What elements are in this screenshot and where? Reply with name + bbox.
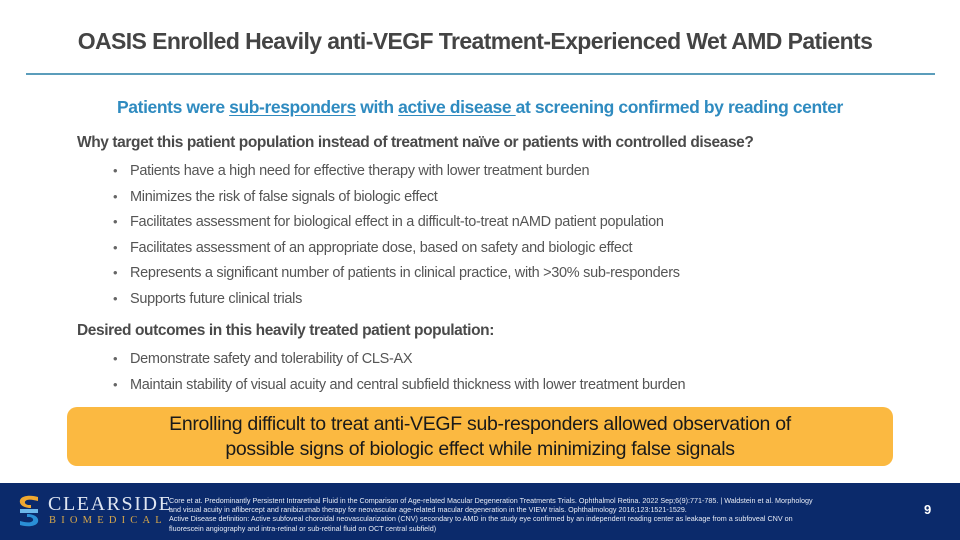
clearside-logo: CLEARSIDE BIOMEDICAL	[18, 493, 171, 530]
bullet-icon: •	[113, 163, 118, 178]
logo-wordmark: CLEARSIDE	[48, 493, 173, 515]
key-takeaway-callout: Enrolling difficult to treat anti-VEGF s…	[67, 407, 893, 466]
list-item: • Facilitates assessment of an appropriat…	[113, 238, 680, 264]
list-item-text: Facilitates assessment of an appropriate…	[130, 239, 633, 256]
bullet-icon: •	[113, 376, 118, 392]
footnote-references: Core et at. Predominantly Persistent Int…	[169, 496, 899, 533]
why-bullet-list: • Patients have a high need for effective…	[113, 161, 680, 315]
reference-line: Active Disease definition: Active subfov…	[169, 514, 793, 524]
reference-line: and visual acuity in aflibercept and ran…	[169, 505, 687, 515]
title-divider	[26, 73, 935, 75]
list-item-text: Represents a significant number of patie…	[130, 265, 680, 282]
reference-line: Core et at. Predominantly Persistent Int…	[169, 496, 813, 505]
list-item-text: Maintain stability of visual acuity and …	[130, 376, 686, 393]
list-item: • Represents a significant number of pati…	[113, 263, 680, 289]
bullet-icon: •	[113, 265, 118, 281]
footer-bar: CLEARSIDE BIOMEDICAL Core et at. Predomi…	[0, 483, 960, 540]
active-disease-link[interactable]: active disease	[398, 97, 516, 117]
sub-responders-link[interactable]: sub-responders	[229, 97, 356, 117]
list-item-text: Facilitates assessment for biological ef…	[130, 214, 664, 231]
clearside-s-logo-icon	[19, 495, 39, 527]
list-item-text: Demonstrate safety and tolerability of C…	[130, 351, 413, 367]
reference-line: fluorescein angiography and intra-retina…	[169, 523, 437, 533]
slide-subtitle: Patients were sub-responders with active…	[0, 97, 960, 118]
page-number: 9	[924, 502, 932, 517]
logo-subwordmark: BIOMEDICAL	[49, 515, 167, 526]
callout-line-2: possible signs of biologic effect while …	[225, 437, 735, 460]
bullet-icon: •	[113, 188, 118, 204]
callout-line-1: Enrolling difficult to treat anti-VEGF s…	[169, 412, 791, 435]
bullet-icon: •	[113, 351, 118, 366]
list-item: • Patients have a high need for effective…	[113, 161, 680, 187]
list-item-text: Minimizes the risk of false signals of b…	[130, 188, 438, 205]
list-item: • Maintain stability of visual acuity and…	[113, 375, 686, 401]
list-item-text: Supports future clinical trials	[130, 290, 303, 307]
list-item-text: Patients have a high need for effective …	[130, 163, 590, 179]
list-item: • Facilitates assessment for biological e…	[113, 212, 680, 238]
list-item: • Supports future clinical trials	[113, 289, 680, 315]
slide-title: OASIS Enrolled Heavily anti-VEGF Treatme…	[77, 28, 873, 54]
list-item: • Minimizes the risk of false signals of …	[113, 187, 680, 213]
outcomes-bullet-list: • Demonstrate safety and tolerability of …	[113, 349, 686, 401]
bullet-icon: •	[113, 290, 118, 306]
bullet-icon: •	[113, 214, 118, 230]
subtitle-text: at screening confirmed by reading center	[515, 97, 844, 117]
subtitle-text: Patients were	[117, 97, 230, 117]
subtitle-text: with	[355, 97, 399, 117]
list-item: • Demonstrate safety and tolerability of …	[113, 349, 685, 375]
bullet-icon: •	[113, 239, 118, 255]
section-heading-outcomes: Desired outcomes in this heavily treated…	[77, 322, 494, 339]
section-heading-why: Why target this patient population inste…	[77, 134, 754, 151]
